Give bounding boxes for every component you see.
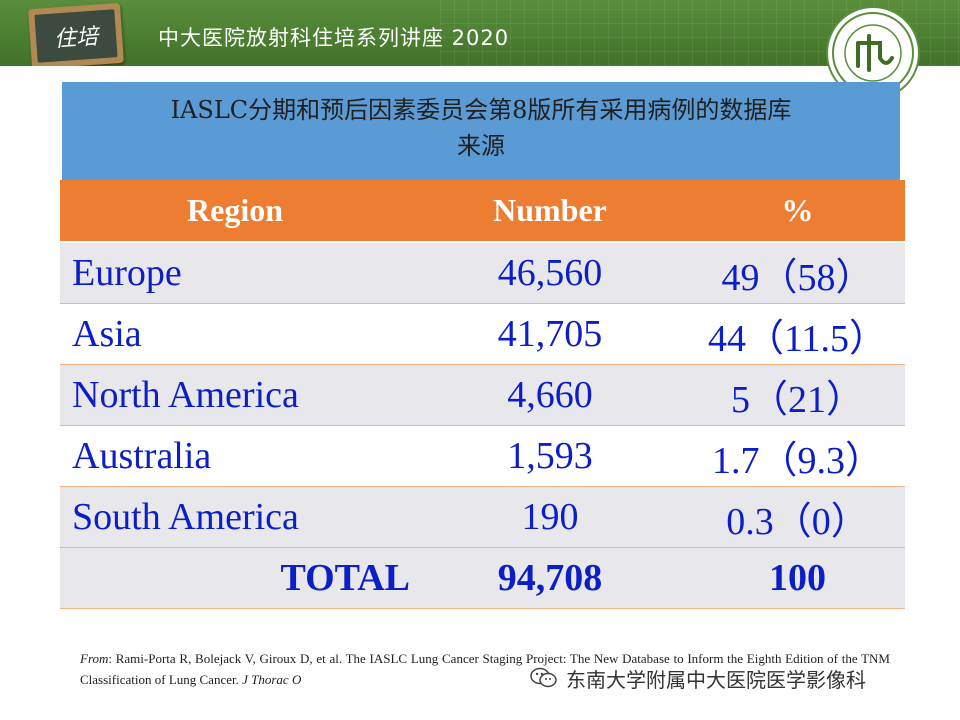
regions-table: Region Number % Europe 46,560 49（58） Asi… <box>60 180 905 609</box>
citation-text: : Rami-Porta R, Bolejack V, Giroux D, et… <box>80 651 890 687</box>
cell-region: North America <box>60 364 410 426</box>
citation-journal: J Thorac O <box>242 672 302 687</box>
series-title: 中大医院放射科住培系列讲座 2020 <box>158 26 510 50</box>
header-region: Region <box>60 180 410 243</box>
cell-number: 1,593 <box>410 425 690 487</box>
cell-number: 41,705 <box>410 303 690 365</box>
cell-region: Australia <box>60 425 410 487</box>
wechat-icon <box>530 667 558 689</box>
cell-percent: 49（58） <box>690 242 905 304</box>
watermark: 东南大学附属中大医院医学影像科 <box>530 664 866 692</box>
header-number: Number <box>410 180 690 243</box>
table-row: North America 4,660 5（21） <box>60 364 905 426</box>
watermark-text: 东南大学附属中大医院医学影像科 <box>566 667 866 692</box>
cell-percent: 5（21） <box>690 364 905 426</box>
cell-number: 4,660 <box>410 364 690 426</box>
table-header-row: Region Number % <box>60 180 905 243</box>
header-percent: % <box>690 180 905 243</box>
cell-number: 46,560 <box>410 242 690 304</box>
badge-text: 住培 <box>34 9 118 63</box>
cell-region: Asia <box>60 303 410 365</box>
slide-title-line1: IASLC分期和预后因素委员会第8版所有采用病例的数据库 <box>170 96 792 124</box>
header-banner: 住培 中大医院放射科住培系列讲座 2020 <box>0 0 960 66</box>
table-row: South America 190 0.3（0） <box>60 486 905 548</box>
citation-from: From <box>80 651 109 666</box>
cell-region: Europe <box>60 242 410 304</box>
cell-percent: 0.3（0） <box>690 486 905 548</box>
slide-title-line2: 来源 <box>457 132 505 160</box>
cell-region: South America <box>60 486 410 548</box>
cell-total-label: TOTAL <box>60 547 410 609</box>
cell-percent: 44（11.5） <box>690 303 905 365</box>
cell-number: 190 <box>410 486 690 548</box>
cell-total-number: 94,708 <box>410 547 690 609</box>
cell-percent: 1.7（9.3） <box>690 425 905 487</box>
table-total-row: TOTAL 94,708 100 <box>60 547 905 609</box>
table-row: Europe 46,560 49（58） <box>60 242 905 304</box>
citation: From: Rami-Porta R, Bolejack V, Giroux D… <box>80 648 890 690</box>
slide-title: IASLC分期和预后因素委员会第8版所有采用病例的数据库 来源 <box>62 82 900 182</box>
table-row: Asia 41,705 44（11.5） <box>60 303 905 365</box>
table-row: Australia 1,593 1.7（9.3） <box>60 425 905 487</box>
cell-total-percent: 100 <box>690 547 905 609</box>
chalkboard-badge-icon: 住培 <box>28 2 124 66</box>
